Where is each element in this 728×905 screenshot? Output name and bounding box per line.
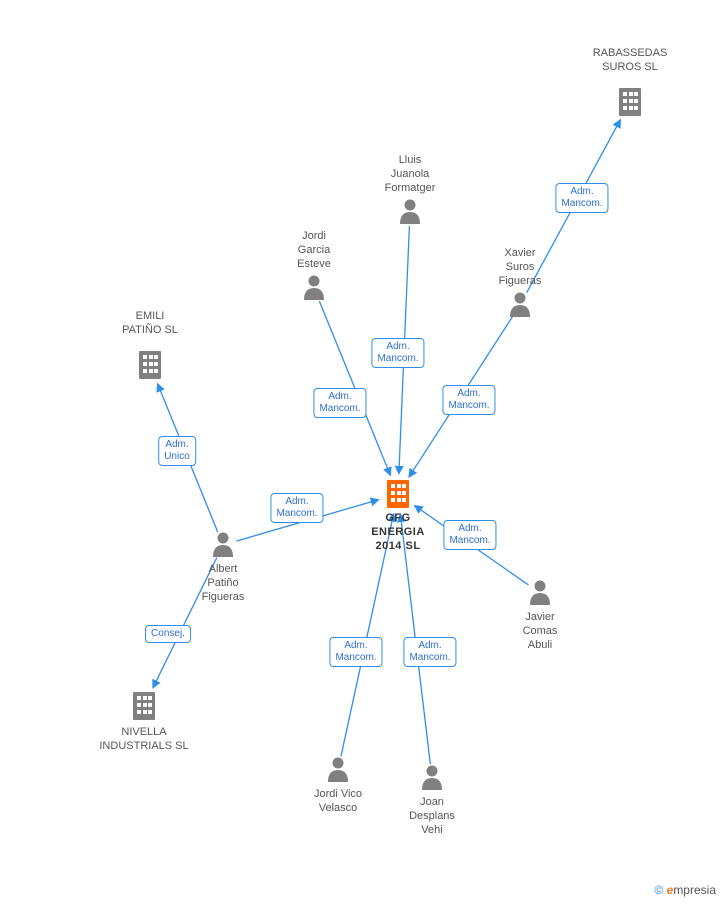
- copyright-symbol: ©: [654, 883, 663, 897]
- edge-label: Adm. Mancom.: [555, 183, 608, 213]
- edge-label: Adm. Mancom.: [329, 637, 382, 667]
- edge-label: Adm. Mancom.: [403, 637, 456, 667]
- node-label: Lluis Juanola Formatger: [385, 154, 436, 195]
- company-icon[interactable]: [619, 88, 641, 116]
- brand-rest: mpresia: [673, 883, 716, 897]
- node-label: Jordi Garcia Esteve: [297, 230, 331, 271]
- person-icon[interactable]: [213, 533, 233, 558]
- edge-label: Adm. Mancom.: [270, 493, 323, 523]
- node-label: RABASSEDAS SUROS SL: [593, 47, 668, 75]
- edge-label: Adm. Unico: [158, 436, 196, 466]
- person-icon[interactable]: [422, 766, 442, 791]
- node-label: Javier Comas Abuli: [523, 611, 558, 652]
- person-icon[interactable]: [304, 276, 324, 301]
- node-label: GFG ENERGIA 2014 SL: [371, 512, 425, 553]
- person-icon[interactable]: [328, 758, 348, 783]
- company-icon[interactable]: [133, 692, 155, 720]
- edge-label: Adm. Mancom.: [443, 520, 496, 550]
- edge-label: Consej.: [145, 625, 191, 643]
- node-label: EMILI PATIÑO SL: [122, 310, 178, 338]
- diagram-canvas: [0, 0, 728, 905]
- node-label: Albert Patiño Figueras: [202, 563, 245, 604]
- person-icon[interactable]: [510, 293, 530, 318]
- edge-label: Adm. Mancom.: [442, 385, 495, 415]
- edge-label: Adm. Mancom.: [371, 338, 424, 368]
- copyright: © empresia: [654, 883, 716, 897]
- person-icon[interactable]: [530, 581, 550, 606]
- company-icon[interactable]: [387, 480, 409, 508]
- person-icon[interactable]: [400, 200, 420, 225]
- node-label: Jordi Vico Velasco: [314, 788, 362, 816]
- edge-label: Adm. Mancom.: [313, 388, 366, 418]
- node-label: NIVELLA INDUSTRIALS SL: [99, 726, 188, 754]
- node-label: Xavier Suros Figueras: [499, 247, 542, 288]
- node-label: Joan Desplans Vehi: [409, 796, 455, 837]
- company-icon[interactable]: [139, 351, 161, 379]
